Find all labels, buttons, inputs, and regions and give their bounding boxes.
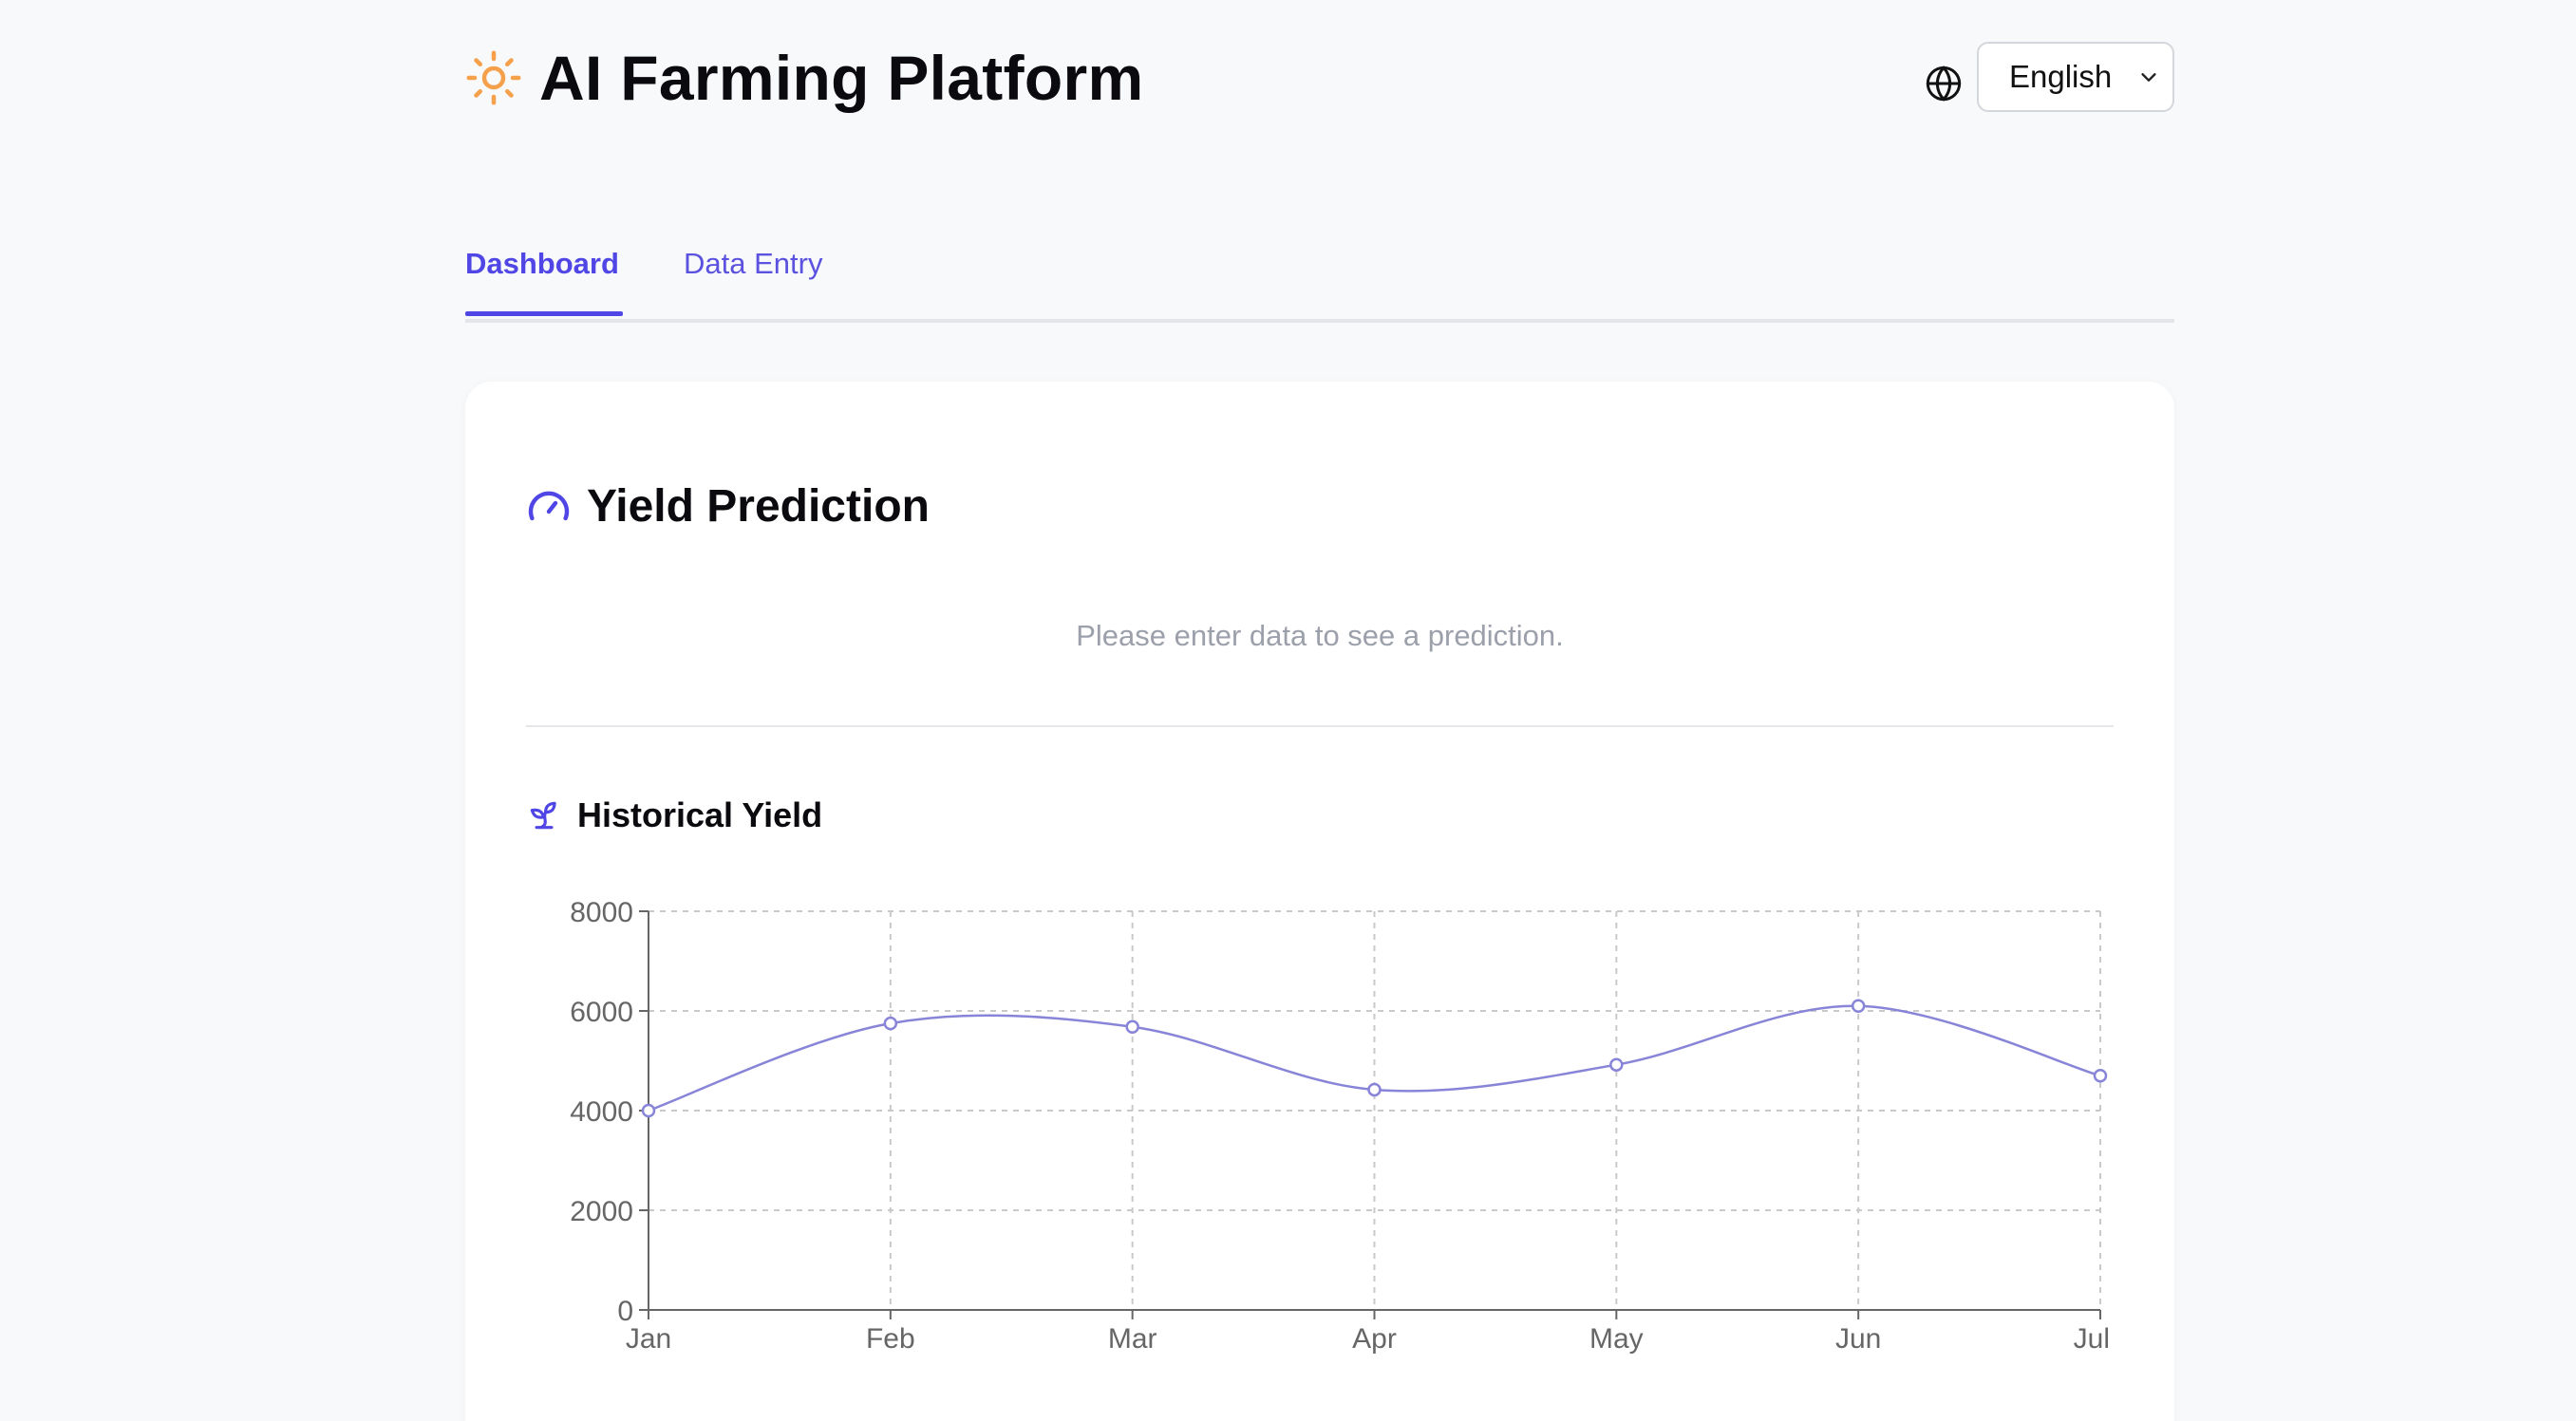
language-selected-value: English [2009, 59, 2113, 94]
globe-icon [1926, 65, 1962, 102]
y-tick-label: 8000 [570, 897, 633, 928]
x-tick-label: Mar [1108, 1323, 1157, 1355]
tab-bar: Dashboard Data Entry [465, 228, 2174, 323]
x-tick-label: Jul [2074, 1323, 2110, 1355]
data-point [2093, 1069, 2108, 1083]
data-point [641, 1103, 656, 1118]
x-tick-label: Jan [626, 1323, 671, 1355]
data-point [883, 1016, 898, 1031]
divider [526, 725, 2114, 727]
dashboard-card: Yield Prediction Please enter data to se… [465, 382, 2174, 1421]
y-tick-label: 2000 [570, 1196, 633, 1227]
active-tab-indicator [465, 311, 623, 316]
data-point [1367, 1082, 1382, 1097]
y-tick-label: 6000 [570, 997, 633, 1028]
x-tick-label: Jun [1835, 1323, 1881, 1355]
data-point [1609, 1057, 1624, 1072]
tab-data-entry[interactable]: Data Entry [684, 247, 823, 280]
app-title: AI Farming Platform [539, 43, 1144, 113]
y-tick-label: 4000 [570, 1096, 633, 1128]
x-tick-label: Apr [1352, 1323, 1397, 1355]
x-tick-label: May [1589, 1323, 1644, 1355]
sprout-icon [530, 801, 556, 830]
x-tick-label: Feb [866, 1323, 915, 1355]
historical-yield-title: Historical Yield [577, 795, 823, 834]
header: AI Farming Platform English [465, 36, 2174, 127]
historical-yield-chart: 0 2000 4000 6000 8000 Jan Feb Mar Apr May Jun Jul [465, 875, 2174, 1369]
y-tick-label: 0 [617, 1296, 633, 1327]
prediction-placeholder: Please enter data to see a prediction. [1076, 619, 1564, 652]
yield-prediction-title: Yield Prediction [587, 481, 930, 532]
line-chart: 0 2000 4000 6000 8000 Jan Feb Mar Apr May Jun Jul [570, 897, 2110, 1355]
chevron-down-icon [2141, 73, 2156, 82]
language-select[interactable]: English [1977, 42, 2174, 112]
data-point [1125, 1019, 1139, 1035]
gauge-icon [528, 491, 570, 521]
sun-icon [466, 50, 521, 105]
data-point [1851, 999, 1866, 1013]
tab-dashboard[interactable]: Dashboard [465, 247, 619, 280]
